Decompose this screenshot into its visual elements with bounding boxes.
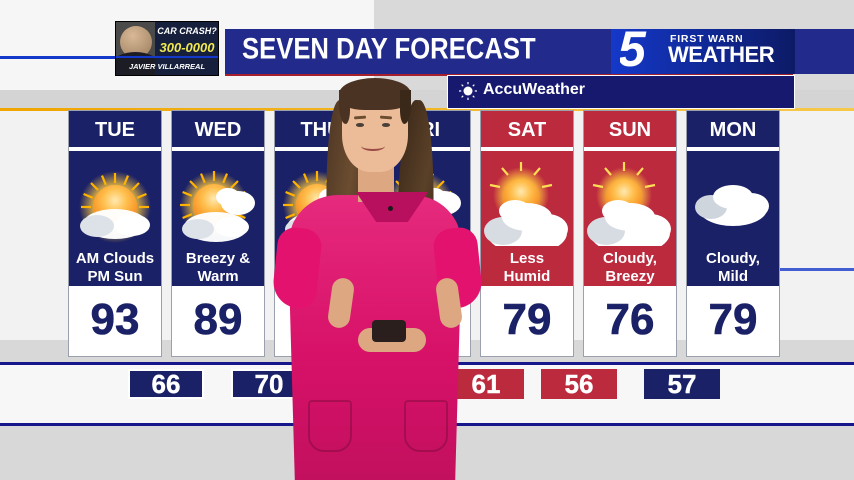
svg-text:5: 5 (620, 26, 647, 74)
